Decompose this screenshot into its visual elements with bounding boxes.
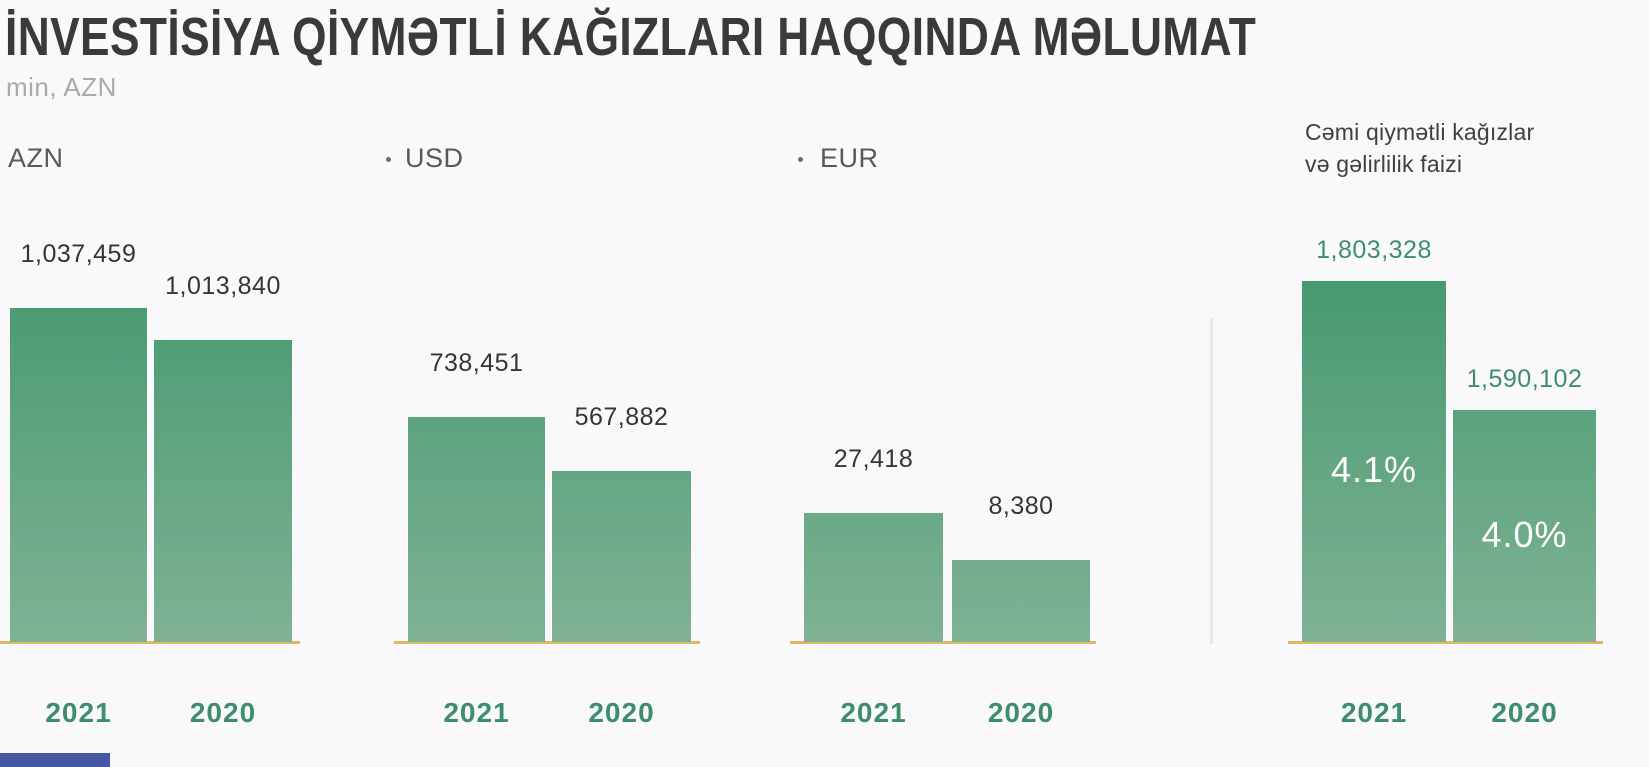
next-section-peek	[0, 753, 110, 767]
chart-group-label: AZN	[8, 143, 64, 173]
bar-azn-2021	[10, 308, 147, 642]
currency-bullet-icon	[798, 157, 803, 162]
bar-eur-2021	[804, 513, 943, 642]
unit-label: min, AZN	[6, 72, 117, 102]
bar-usd-2021	[408, 417, 545, 642]
value-label: 8,380	[988, 492, 1054, 520]
value-label: 27,418	[833, 445, 914, 473]
year-label: 2021	[443, 697, 510, 728]
chart-group-label: USD	[405, 143, 464, 173]
chart-baseline	[0, 641, 300, 644]
bar-cəmi-2020: 4.0%	[1453, 410, 1596, 642]
chart-baseline	[1288, 641, 1603, 644]
bar-eur-2020	[952, 560, 1090, 642]
page-title: İNVESTİSİYA QİYMƏTLİ KAĞIZLARI HAQQINDA …	[5, 7, 1257, 67]
year-label: 2021	[840, 697, 907, 728]
value-label: 738,451	[429, 349, 524, 377]
year-label: 2020	[987, 697, 1055, 728]
chart-baseline	[790, 641, 1096, 644]
chart-group-label: Cəmi qiymətli kağızlar və gəlirlilik faiz…	[1305, 119, 1535, 177]
bar-cəmi-2021: 4.1%	[1302, 281, 1446, 642]
value-label: 1,013,840	[165, 272, 281, 300]
bar-usd-2020	[552, 471, 691, 642]
year-label: 2020	[588, 697, 655, 728]
value-label: 1,803,328	[1316, 236, 1432, 264]
value-label: 1,590,102	[1466, 365, 1583, 393]
value-label: 567,882	[574, 403, 669, 431]
currency-bullet-icon	[386, 157, 391, 162]
chart-group-label: EUR	[820, 143, 879, 173]
yield-percent-label: 4.0%	[1481, 514, 1568, 555]
year-label: 2021	[1340, 697, 1408, 728]
chart-baseline	[394, 641, 700, 644]
year-label: 2020	[1491, 697, 1558, 728]
value-label: 1,037,459	[20, 240, 137, 268]
yield-percent-label: 4.1%	[1330, 449, 1418, 490]
year-label: 2021	[45, 697, 112, 728]
bar-azn-2020	[154, 340, 292, 642]
year-label: 2020	[189, 697, 257, 728]
section-divider	[1210, 318, 1213, 644]
